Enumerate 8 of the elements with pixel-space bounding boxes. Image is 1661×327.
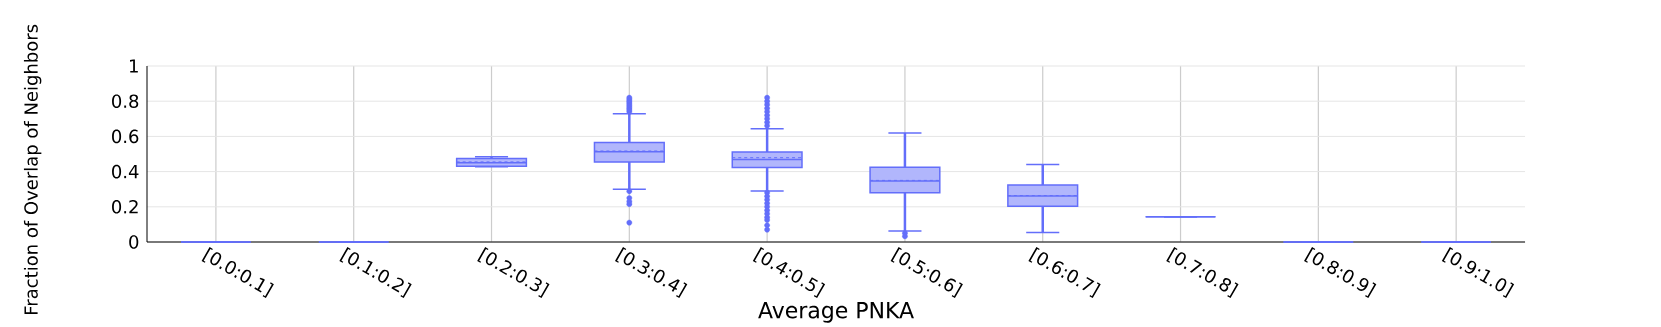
y-tick-label: 0.6 [112,129,139,144]
y-tick-label: 0.8 [112,94,139,108]
y-axis-title: Fraction of Overlap of Neighbors [23,24,42,314]
x-axis-title: Average PNKA [758,302,914,323]
y-tick-label: 0 [129,235,139,249]
y-tick-label: 0.2 [112,199,138,214]
y-tick-label: 0.4 [112,164,139,179]
y-tick-label: 1 [130,59,138,73]
